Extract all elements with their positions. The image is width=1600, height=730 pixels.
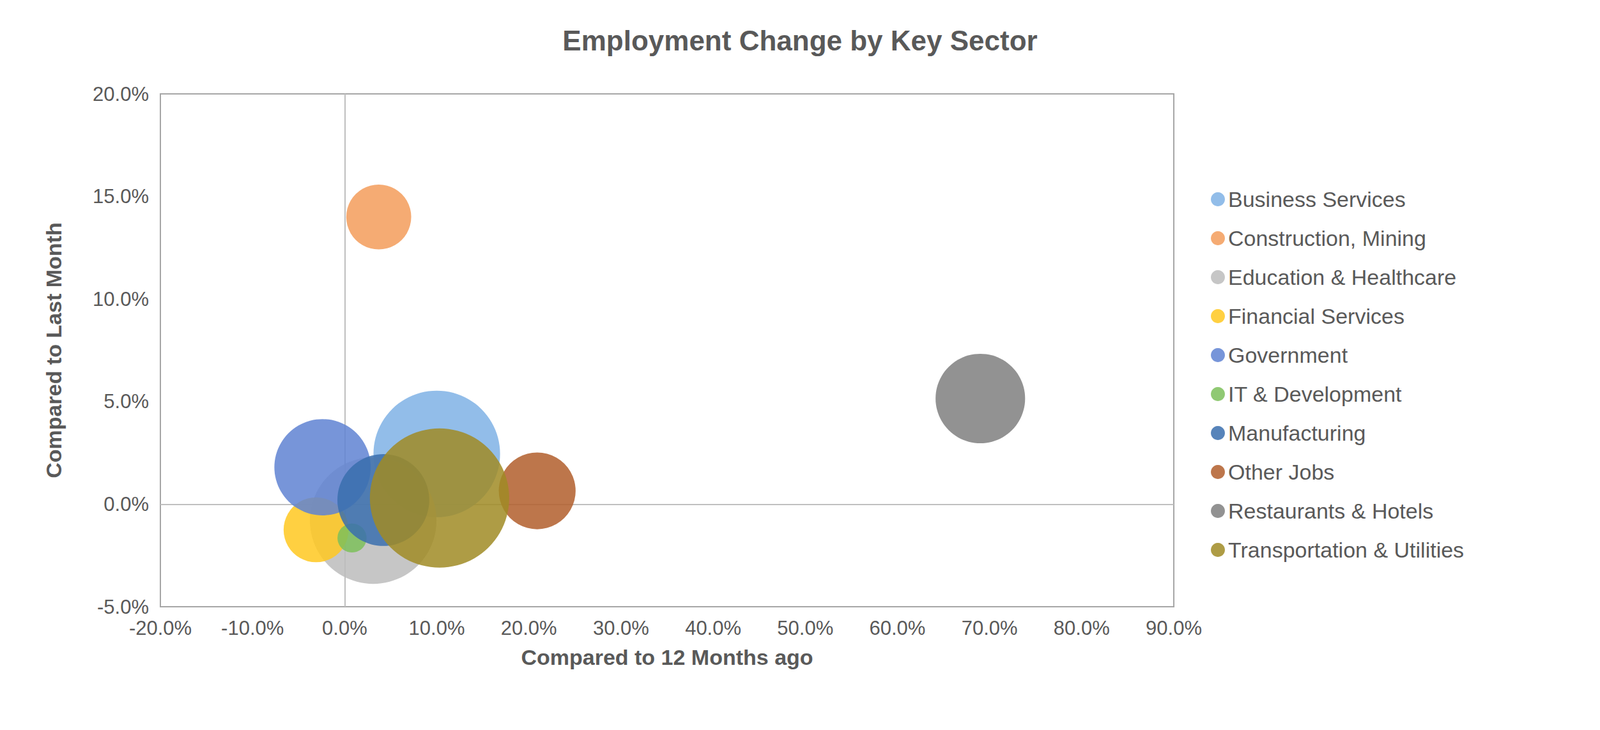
svg-text:-10.0%: -10.0% — [221, 617, 284, 640]
svg-text:15.0%: 15.0% — [92, 185, 149, 208]
svg-text:-5.0%: -5.0% — [97, 596, 149, 619]
svg-text:10.0%: 10.0% — [408, 617, 466, 640]
svg-text:20.0%: 20.0% — [92, 83, 149, 106]
svg-text:Transportation & Utilities: Transportation & Utilities — [1228, 538, 1464, 563]
svg-text:-20.0%: -20.0% — [129, 617, 192, 640]
svg-text:80.0%: 80.0% — [1053, 617, 1110, 640]
svg-text:Employment Change by Key Secto: Employment Change by Key Sector — [562, 24, 1038, 57]
svg-text:IT & Development: IT & Development — [1228, 382, 1402, 407]
svg-text:20.0%: 20.0% — [500, 617, 558, 640]
svg-text:Manufacturing: Manufacturing — [1228, 421, 1366, 446]
svg-text:70.0%: 70.0% — [961, 617, 1018, 640]
svg-text:30.0%: 30.0% — [592, 617, 650, 640]
svg-text:Business Services: Business Services — [1228, 187, 1406, 212]
svg-text:Restaurants & Hotels: Restaurants & Hotels — [1228, 499, 1434, 524]
svg-text:Other Jobs: Other Jobs — [1228, 460, 1335, 485]
svg-text:90.0%: 90.0% — [1145, 617, 1202, 640]
svg-text:Construction, Mining: Construction, Mining — [1228, 226, 1427, 251]
svg-text:Government: Government — [1228, 343, 1349, 368]
svg-text:0.0%: 0.0% — [103, 493, 149, 516]
svg-text:Financial Services: Financial Services — [1228, 304, 1405, 329]
svg-text:10.0%: 10.0% — [92, 288, 149, 311]
svg-text:Compared to 12 Months ago: Compared to 12 Months ago — [520, 645, 813, 670]
svg-text:40.0%: 40.0% — [684, 617, 742, 640]
svg-text:5.0%: 5.0% — [103, 390, 149, 413]
svg-text:Compared to Last Month: Compared to Last Month — [41, 222, 66, 478]
svg-text:0.0%: 0.0% — [322, 617, 368, 640]
svg-text:50.0%: 50.0% — [776, 617, 834, 640]
svg-text:Education & Healthcare: Education & Healthcare — [1228, 265, 1457, 290]
svg-text:60.0%: 60.0% — [869, 617, 926, 640]
